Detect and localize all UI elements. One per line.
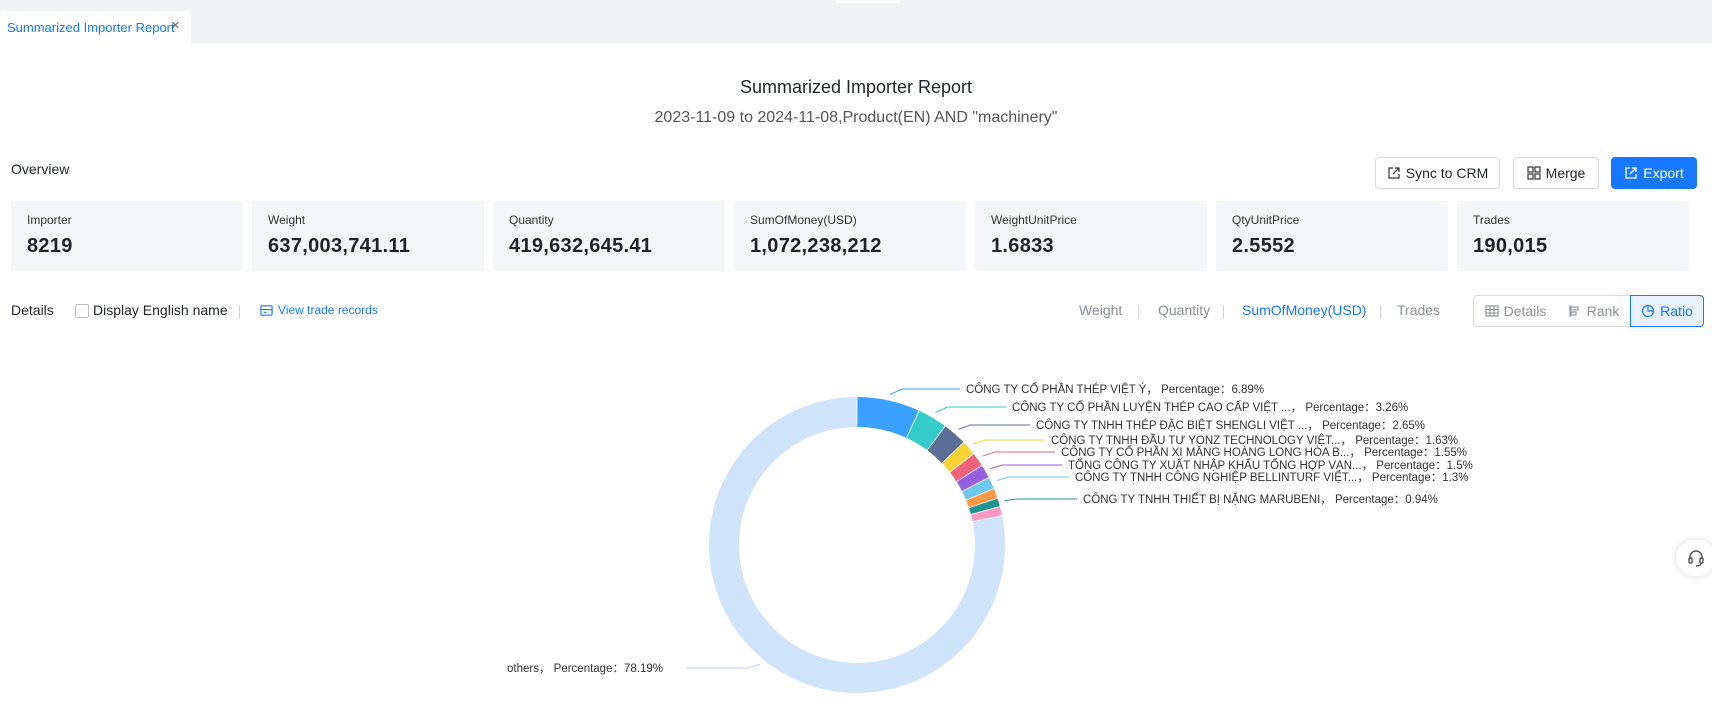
donut-slice[interactable]: [927, 426, 964, 463]
metric-trades[interactable]: Trades: [1397, 302, 1441, 318]
donut-slice[interactable]: [966, 489, 998, 508]
label-leader-line: [958, 424, 1030, 430]
close-icon[interactable]: ×: [171, 17, 180, 34]
view-trade-records-link[interactable]: View trade records: [260, 303, 378, 317]
card-value: 8219: [27, 235, 73, 257]
view-ratio-label: Ratio: [1660, 303, 1693, 319]
view-rank-button[interactable]: Rank: [1557, 295, 1631, 327]
card-value: 419,632,645.41: [509, 235, 653, 257]
slice-label: CÔNG TY CỔ PHẦN XI MĂNG HOÀNG LONG HÒA B…: [1061, 446, 1467, 459]
card-sum-of-money: SumOfMoney(USD) 1,072,238,212: [734, 201, 966, 271]
divider: [1380, 305, 1381, 319]
donut-slice[interactable]: [962, 478, 994, 500]
label-leader-line: [1004, 498, 1077, 502]
merge-button[interactable]: Merge: [1513, 157, 1599, 189]
view-details-button[interactable]: Details: [1473, 295, 1558, 327]
card-label: Trades: [1473, 213, 1510, 227]
records-icon: [260, 304, 273, 316]
label-leader-line: [982, 451, 1055, 457]
metric-sum-of-money[interactable]: SumOfMoney(USD): [1242, 302, 1367, 318]
tab-summarized-importer-report[interactable]: Summarized Importer Report ×: [0, 11, 191, 43]
label-leader-line: [996, 476, 1069, 482]
export-button[interactable]: Export: [1611, 157, 1697, 189]
divider: [1138, 305, 1139, 319]
sync-to-crm-label: Sync to CRM: [1405, 165, 1489, 181]
overview-label: Overview: [11, 161, 70, 177]
card-value: 190,015: [1473, 235, 1548, 257]
card-weight: Weight 637,003,741.11: [252, 201, 484, 271]
donut-slice[interactable]: [969, 498, 1000, 515]
label-leader-line: [935, 406, 1006, 413]
label-leader-line: [889, 388, 960, 396]
view-details-label: Details: [1503, 303, 1547, 319]
customer-support-button[interactable]: [1676, 540, 1712, 576]
export-label: Export: [1643, 165, 1684, 181]
slice-label: TỔNG CÔNG TY XUẤT NHẬP KHẨU TỔNG HỢP VẠN…: [1068, 459, 1473, 472]
donut-slice[interactable]: [942, 442, 974, 472]
card-value: 2.5552: [1232, 235, 1295, 257]
page-subtitle: 2023-11-09 to 2024-11-08,Product(EN) AND…: [654, 109, 1058, 126]
donut-slice[interactable]: [950, 454, 982, 482]
label-leader-line: [990, 464, 1062, 469]
card-label: WeightUnitPrice: [991, 213, 1077, 227]
label-leader-line: [687, 663, 760, 669]
slice-label: CÔNG TY TNHH THIẾT BỊ NẶNG MARUBENI， Per…: [1083, 493, 1438, 506]
headset-icon: [1688, 550, 1704, 567]
card-value: 1,072,238,212: [750, 235, 882, 257]
card-weight-unit-price: WeightUnitPrice 1.6833: [975, 201, 1207, 271]
export-icon: [1625, 167, 1637, 179]
donut-slice[interactable]: [906, 410, 945, 450]
slice-label: CÔNG TY CỔ PHẦN THÉP VIỆT Ý， Percentage：…: [966, 383, 1264, 396]
page-title: Summarized Importer Report: [739, 77, 973, 97]
tab-label: Summarized Importer Report: [7, 19, 175, 35]
ratio-donut-chart: CÔNG TY CỔ PHẦN THÉP VIỆT Ý， Percentage：…: [507, 383, 1473, 693]
card-value: 1.6833: [991, 235, 1054, 257]
metric-weight[interactable]: Weight: [1079, 302, 1123, 318]
slice-label: others， Percentage：78.19%: [507, 663, 663, 675]
card-quantity: Quantity 419,632,645.41: [493, 201, 725, 271]
sync-to-crm-button[interactable]: Sync to CRM: [1375, 157, 1500, 189]
merge-icon: [1527, 166, 1541, 180]
slice-label: CÔNG TY TNHH THÉP ĐẶC BIỆT SHENGLI VIỆT …: [1036, 419, 1425, 432]
table-icon: [1485, 305, 1499, 317]
donut-slice[interactable]: [857, 397, 919, 438]
tab-bar: Summarized Importer Report ×: [0, 0, 1712, 43]
label-leader-line: [973, 439, 1045, 445]
slice-label: CÔNG TY TNHH CÔNG NGHIỆP BELLINTURF VIỆT…: [1075, 471, 1468, 484]
top-notch: [836, 0, 900, 3]
pie-chart-icon: [1642, 304, 1655, 318]
view-trade-records-label: View trade records: [278, 303, 378, 317]
card-qty-unit-price: QtyUnitPrice 2.5552: [1216, 201, 1448, 271]
view-ratio-button[interactable]: Ratio: [1630, 295, 1704, 327]
display-english-checkbox[interactable]: [75, 304, 89, 318]
card-trades: Trades 190,015: [1457, 201, 1689, 271]
card-label: SumOfMoney(USD): [750, 213, 857, 227]
display-english-label[interactable]: Display English name: [93, 302, 228, 318]
sync-crm-icon: [1388, 167, 1400, 179]
card-label: Quantity: [509, 213, 554, 227]
slice-label: CÔNG TY CỔ PHẦN LUYỆN THÉP CAO CẤP VIỆT …: [1012, 401, 1408, 414]
rank-icon: [1569, 305, 1579, 317]
merge-label: Merge: [1545, 165, 1586, 181]
card-importer: Importer 8219: [11, 201, 243, 271]
donut-slice[interactable]: [956, 465, 989, 491]
card-label: Importer: [27, 213, 72, 227]
slice-label: CÔNG TY TNHH ĐẦU TƯ YONZ TECHNOLOGY VIỆT…: [1051, 434, 1458, 447]
divider: [239, 305, 240, 319]
metric-quantity[interactable]: Quantity: [1158, 302, 1211, 318]
card-label: Weight: [268, 213, 306, 227]
divider: [1223, 305, 1224, 319]
card-value: 637,003,741.11: [268, 235, 411, 257]
details-label: Details: [11, 302, 54, 318]
card-label: QtyUnitPrice: [1232, 213, 1300, 227]
view-rank-label: Rank: [1586, 303, 1620, 319]
donut-slice[interactable]: [971, 506, 1002, 522]
